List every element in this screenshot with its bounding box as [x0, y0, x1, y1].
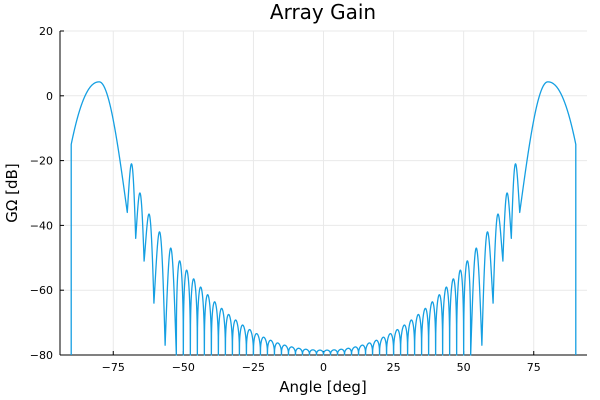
y-tick-label-3: −40: [30, 219, 53, 232]
y-tick-label-1: 0: [46, 90, 53, 103]
x-axis-label: Angle [deg]: [279, 378, 366, 396]
x-tick-labels: −75 −50 −25 0 25 50 75: [102, 361, 541, 374]
y-tick-labels: 20 0 −20 −40 −60 −80: [30, 25, 53, 362]
x-tick-label-4: 25: [387, 361, 401, 374]
x-tick-label-0: −75: [102, 361, 125, 374]
y-tick-label-5: −80: [30, 349, 53, 362]
y-axis-label: GΩ [dB]: [3, 163, 21, 222]
chart-title: Array Gain: [270, 0, 376, 24]
y-tick-label-4: −60: [30, 284, 53, 297]
array-gain-line: [70, 81, 577, 356]
x-gridlines: [112, 31, 535, 355]
x-tick-label-5: 50: [457, 361, 471, 374]
x-tick-label-3: 0: [320, 361, 327, 374]
y-tick-label-2: −20: [30, 155, 53, 168]
y-tick-label-0: 20: [39, 25, 53, 38]
x-tick-label-1: −50: [172, 361, 195, 374]
x-tick-label-2: −25: [242, 361, 265, 374]
x-tick-label-6: 75: [527, 361, 541, 374]
